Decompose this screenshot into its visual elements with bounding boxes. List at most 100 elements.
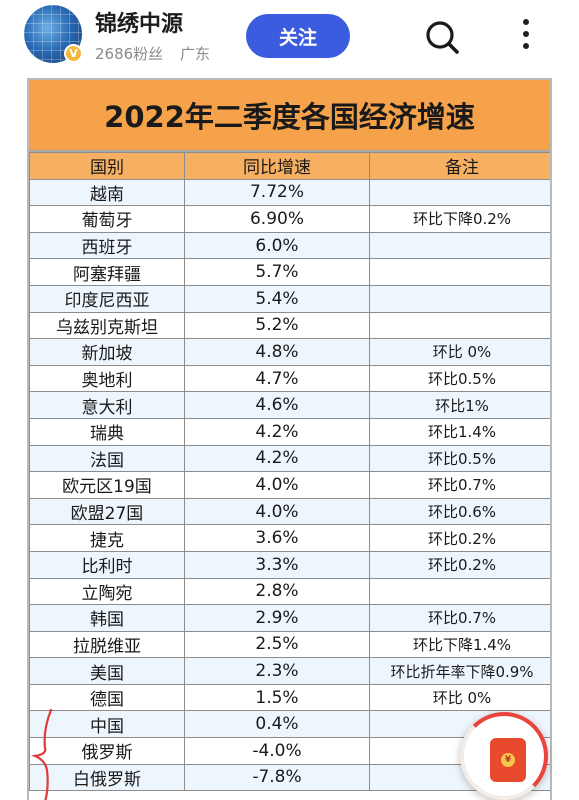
follow-button[interactable]: 关注 [246, 14, 350, 58]
cell-note [369, 178, 550, 207]
table-row: 意大利 4.6% 环比1% [29, 391, 550, 419]
table-row: 比利时 3.3% 环比0.2% [29, 550, 550, 579]
cell-note: 环比折年率下降0.9% [369, 657, 550, 685]
coin-icon: ¥ [501, 753, 515, 767]
more-options-icon[interactable] [516, 16, 536, 56]
cell-country: 意大利 [29, 391, 185, 419]
table-header-row: 国别 同比增速 备注 [29, 152, 550, 180]
cell-growth: 4.0% [184, 497, 370, 526]
table-row: 瑞典 4.2% 环比1.4% [29, 417, 550, 446]
search-icon[interactable] [424, 19, 460, 55]
cell-country: 印度尼西亚 [29, 284, 185, 313]
cell-growth: 6.90% [184, 205, 370, 233]
cell-growth: 6.0% [184, 231, 370, 260]
table-row: 欧元区19国 4.0% 环比0.7% [29, 471, 550, 499]
table-row: 白俄罗斯 -7.8% [29, 763, 550, 792]
cell-country: 奥地利 [29, 364, 185, 393]
cell-growth: 5.2% [184, 311, 370, 340]
table-row: 俄罗斯 -4.0% [29, 737, 550, 765]
table-row: 法国 4.2% 环比0.5% [29, 444, 550, 473]
cell-growth: 0.4% [184, 710, 370, 739]
cell-growth: 5.7% [184, 258, 370, 286]
cell-growth: 4.0% [184, 471, 370, 499]
verified-badge-icon: V [64, 44, 83, 63]
cell-country: 立陶宛 [29, 577, 185, 606]
cell-country: 俄罗斯 [29, 737, 185, 765]
cell-country: 越南 [29, 178, 185, 207]
cell-note: 环比1.4% [369, 417, 550, 446]
cell-growth: 2.8% [184, 577, 370, 606]
table-title: 2022年二季度各国经济增速 [29, 80, 550, 152]
cell-growth: 4.2% [184, 417, 370, 446]
cell-growth: -7.8% [184, 763, 370, 792]
table-row: 越南 7.72% [29, 178, 550, 207]
cell-note [369, 231, 550, 260]
red-envelope-icon: ¥ [490, 738, 526, 782]
cell-growth: 4.8% [184, 338, 370, 366]
cell-country: 比利时 [29, 550, 185, 579]
table-row: 乌兹别克斯坦 5.2% [29, 311, 550, 340]
cell-growth: 4.2% [184, 444, 370, 473]
cell-note: 环比0.7% [369, 471, 550, 499]
cell-growth: 2.3% [184, 657, 370, 685]
column-header-note: 备注 [369, 152, 550, 180]
cell-note [369, 258, 550, 286]
table-row: 阿塞拜疆 5.7% [29, 258, 550, 286]
cell-growth: 2.5% [184, 630, 370, 659]
cell-note [369, 577, 550, 606]
cell-country: 葡萄牙 [29, 205, 185, 233]
growth-table-image: 2022年二季度各国经济增速 国别 同比增速 备注 越南 7.72% 葡萄牙 6.90… [27, 78, 552, 800]
table-row: 西班牙 6.0% [29, 231, 550, 260]
table-row: 美国 2.3% 环比折年率下降0.9% [29, 657, 550, 685]
cell-growth: 3.6% [184, 524, 370, 552]
cell-country: 欧元区19国 [29, 471, 185, 499]
cell-note: 环比 0% [369, 338, 550, 366]
cell-growth: -4.0% [184, 737, 370, 765]
cell-country: 白俄罗斯 [29, 763, 185, 792]
cell-growth: 4.7% [184, 364, 370, 393]
cell-note [369, 311, 550, 340]
red-envelope-float-button[interactable]: ¥ [460, 712, 548, 800]
table-row: 印度尼西亚 5.4% [29, 284, 550, 313]
table-row: 葡萄牙 6.90% 环比下降0.2% [29, 205, 550, 233]
cell-country: 乌兹别克斯坦 [29, 311, 185, 340]
author-avatar[interactable] [24, 5, 82, 63]
cell-country: 新加坡 [29, 338, 185, 366]
cell-note: 环比0.2% [369, 524, 550, 552]
author-name[interactable]: 锦绣中源 [95, 12, 184, 37]
cell-note: 环比 0% [369, 683, 550, 712]
cell-growth: 2.9% [184, 604, 370, 632]
column-header-growth: 同比增速 [184, 152, 370, 180]
table-row: 韩国 2.9% 环比0.7% [29, 604, 550, 632]
cell-country: 瑞典 [29, 417, 185, 446]
author-meta: 2686粉丝 广东 [95, 43, 210, 64]
table-row: 欧盟27国 4.0% 环比0.6% [29, 497, 550, 526]
author-header: V 锦绣中源 2686粉丝 广东 关注 [0, 0, 579, 76]
cell-note: 环比0.7% [369, 604, 550, 632]
cell-country: 西班牙 [29, 231, 185, 260]
column-header-country: 国别 [29, 152, 185, 180]
cell-note: 环比下降0.2% [369, 205, 550, 233]
cell-growth: 3.3% [184, 550, 370, 579]
cell-growth: 5.4% [184, 284, 370, 313]
fans-count: 2686粉丝 [95, 45, 164, 63]
cell-country: 法国 [29, 444, 185, 473]
cell-country: 捷克 [29, 524, 185, 552]
table-row: 新加坡 4.8% 环比 0% [29, 338, 550, 366]
cell-note: 环比0.5% [369, 364, 550, 393]
cell-growth: 4.6% [184, 391, 370, 419]
table-row: 立陶宛 2.8% [29, 577, 550, 606]
table-row: 拉脱维亚 2.5% 环比下降1.4% [29, 630, 550, 659]
cell-country: 中国 [29, 710, 185, 739]
table-row: 奥地利 4.7% 环比0.5% [29, 364, 550, 393]
growth-table: 国别 同比增速 备注 越南 7.72% 葡萄牙 6.90% 环比下降0.2% 西班牙 6.0… [29, 152, 550, 792]
cell-country: 阿塞拜疆 [29, 258, 185, 286]
table-row: 捷克 3.6% 环比0.2% [29, 524, 550, 552]
cell-country: 美国 [29, 657, 185, 685]
cell-note: 环比下降1.4% [369, 630, 550, 659]
cell-note: 环比0.5% [369, 444, 550, 473]
cell-note: 环比0.2% [369, 550, 550, 579]
cell-growth: 7.72% [184, 178, 370, 207]
cell-note: 环比1% [369, 391, 550, 419]
cell-country: 韩国 [29, 604, 185, 632]
